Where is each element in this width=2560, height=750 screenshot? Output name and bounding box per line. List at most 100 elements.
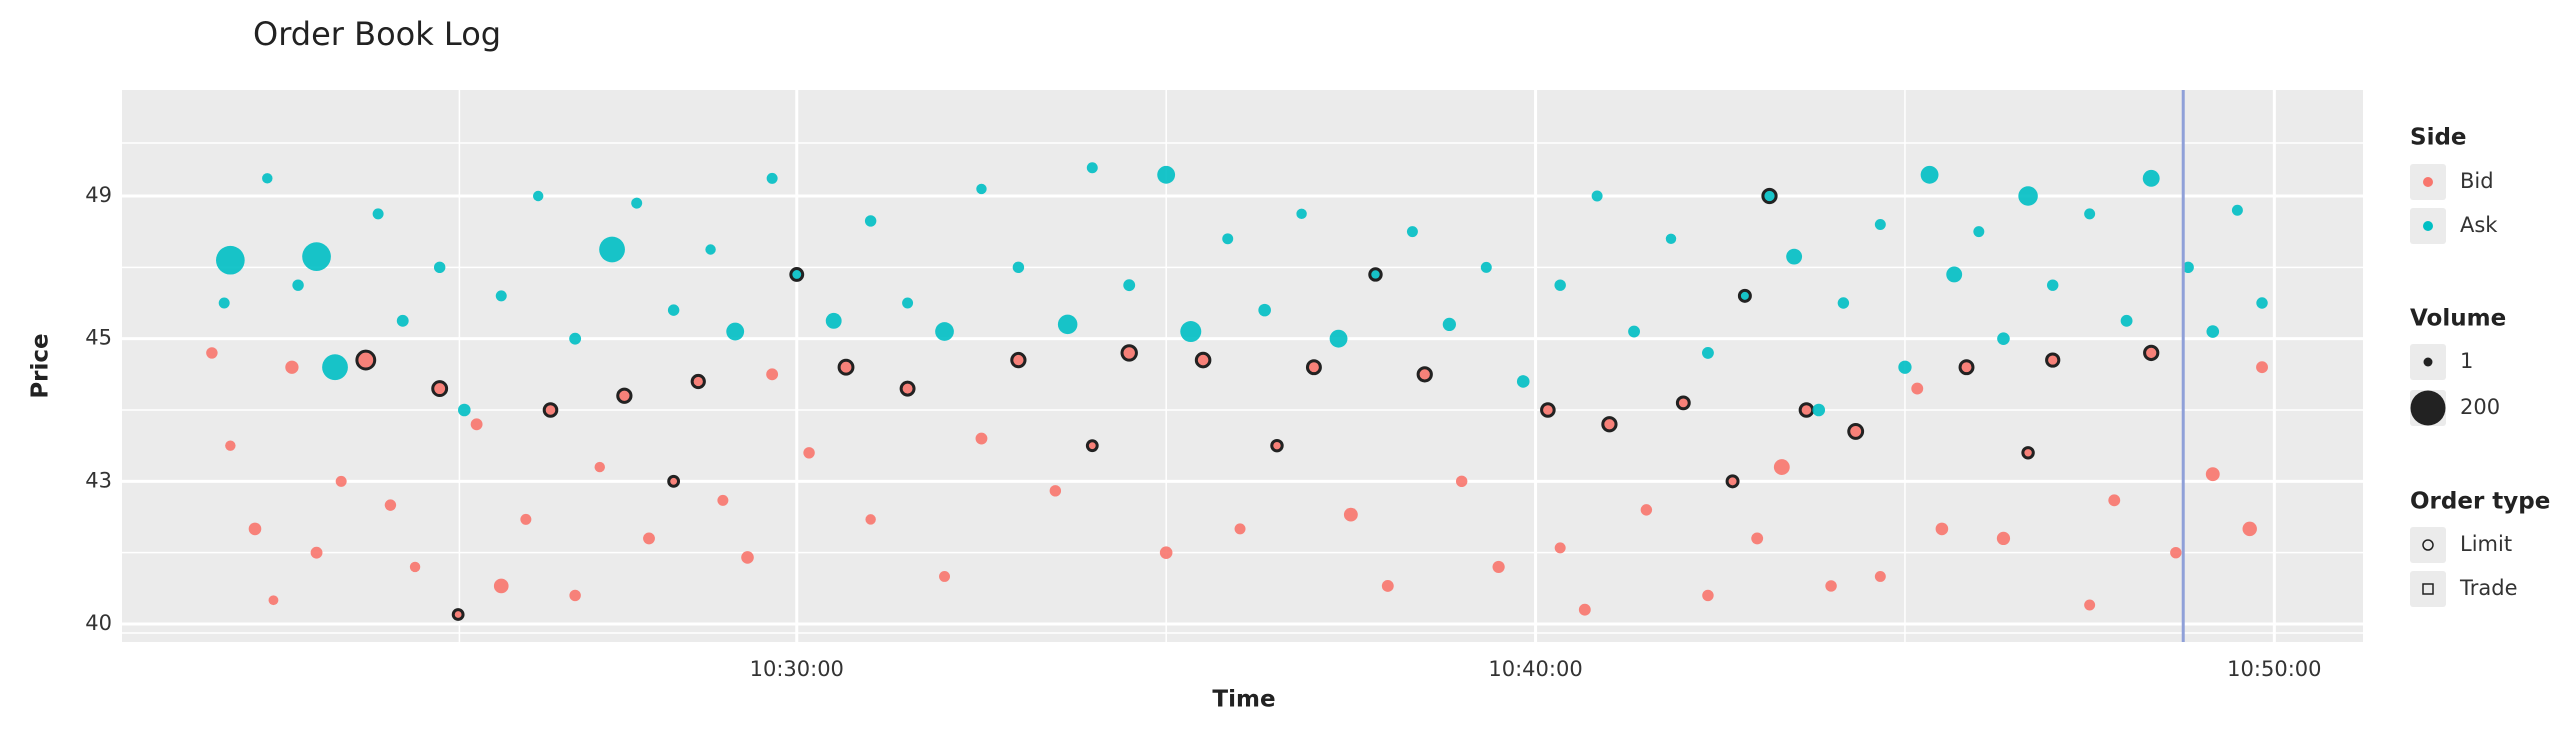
point	[1578, 603, 1591, 616]
point	[2143, 344, 2160, 362]
point	[1920, 165, 1939, 184]
point	[1012, 261, 1025, 274]
point	[726, 322, 745, 341]
point	[1234, 523, 1246, 535]
legend-key	[2410, 527, 2446, 563]
point	[396, 314, 409, 327]
point	[1628, 325, 1640, 338]
point	[1180, 321, 1202, 343]
point	[1222, 233, 1234, 245]
point	[1049, 485, 1062, 497]
chart-title: Order Book Log	[253, 15, 501, 53]
point	[2182, 261, 2194, 274]
x-axis-title: Time	[1212, 687, 1275, 713]
point	[1159, 546, 1173, 559]
point	[2108, 494, 2121, 507]
legend-title: Volume	[2410, 306, 2506, 332]
point	[493, 578, 509, 594]
point	[2046, 279, 2059, 291]
point	[1847, 422, 1865, 440]
point	[1554, 279, 1566, 291]
point	[532, 190, 544, 202]
point	[1085, 439, 1099, 453]
point	[705, 244, 716, 255]
point	[837, 358, 855, 376]
point	[1381, 580, 1394, 592]
point	[1751, 532, 1764, 545]
point	[248, 522, 262, 536]
point	[268, 595, 279, 606]
point	[975, 432, 988, 445]
point	[1773, 459, 1790, 475]
point	[1798, 402, 1815, 418]
point	[616, 387, 633, 404]
y-tick-label: 40	[85, 611, 112, 635]
point	[310, 546, 323, 559]
point	[976, 183, 987, 195]
point	[599, 236, 625, 263]
y-tick-label: 45	[85, 326, 112, 350]
point	[1120, 344, 1138, 362]
point	[594, 461, 605, 473]
point	[1305, 359, 1322, 376]
point	[2084, 208, 2096, 220]
point	[865, 514, 876, 525]
point	[1996, 531, 2011, 546]
point	[1540, 402, 1556, 418]
point	[1874, 219, 1886, 231]
point	[939, 570, 951, 582]
point	[451, 608, 465, 621]
x-tick-label: 10:50:00	[2227, 657, 2321, 681]
point	[1973, 226, 1985, 238]
point	[302, 242, 331, 271]
point	[1874, 570, 1886, 582]
point	[520, 513, 532, 525]
legend-title: Side	[2410, 125, 2467, 151]
point	[789, 267, 805, 282]
point	[1591, 190, 1603, 202]
points	[206, 162, 2268, 621]
point	[667, 304, 680, 316]
point	[433, 261, 446, 274]
point	[372, 208, 384, 220]
point	[225, 440, 236, 451]
point	[667, 474, 681, 488]
point	[216, 245, 245, 275]
point	[262, 173, 273, 184]
point	[1665, 233, 1677, 245]
point	[1601, 416, 1618, 433]
point	[1406, 226, 1418, 238]
legend-label: Ask	[2460, 213, 2498, 237]
grid	[122, 90, 2363, 642]
point	[322, 354, 348, 381]
point	[1010, 351, 1027, 369]
plot-background	[122, 90, 2363, 642]
point	[2231, 204, 2243, 216]
point	[1516, 375, 1530, 388]
point	[2018, 186, 2038, 206]
point	[1258, 303, 1271, 317]
point	[1837, 297, 1850, 309]
point	[1492, 560, 1505, 574]
point	[935, 322, 954, 341]
point	[1368, 267, 1383, 282]
legend-key	[2410, 571, 2446, 607]
point	[1270, 438, 1284, 453]
point	[766, 172, 778, 184]
point	[1554, 542, 1566, 554]
point	[409, 561, 421, 573]
point	[1343, 507, 1358, 522]
point	[1086, 162, 1098, 174]
point	[1825, 580, 1837, 592]
point	[542, 402, 559, 418]
point	[631, 197, 643, 209]
point	[1442, 317, 1456, 332]
point	[206, 347, 218, 359]
point	[1702, 347, 1714, 359]
point	[643, 532, 655, 545]
point	[2120, 314, 2133, 327]
point	[1455, 475, 1468, 488]
point	[1123, 279, 1136, 292]
legend-label: Trade	[2459, 576, 2518, 600]
point	[1480, 261, 1492, 273]
